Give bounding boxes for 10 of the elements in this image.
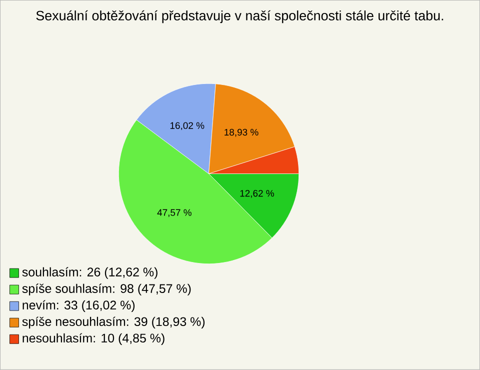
data-label: 47,57 % — [157, 209, 192, 218]
legend-label: nevím: 33 (16,02 %) — [22, 300, 135, 312]
legend-label: spíše souhlasím: 98 (47,57 %) — [22, 284, 191, 296]
legend-label: nesouhlasím: 10 (4,85 %) — [22, 333, 164, 346]
chart-title: Sexuální obtěžování představuje v naší společnosti stále určité tabu. — [36, 10, 444, 24]
legend-label: spíše nesouhlasím: 39 (18,93 %) — [22, 316, 205, 329]
legend-label: souhlasím: 26 (12,62 %) — [22, 267, 158, 279]
data-label: 12,62 % — [240, 190, 274, 198]
data-label: 18,93 % — [224, 128, 258, 137]
data-label: 16,02 % — [170, 122, 204, 130]
